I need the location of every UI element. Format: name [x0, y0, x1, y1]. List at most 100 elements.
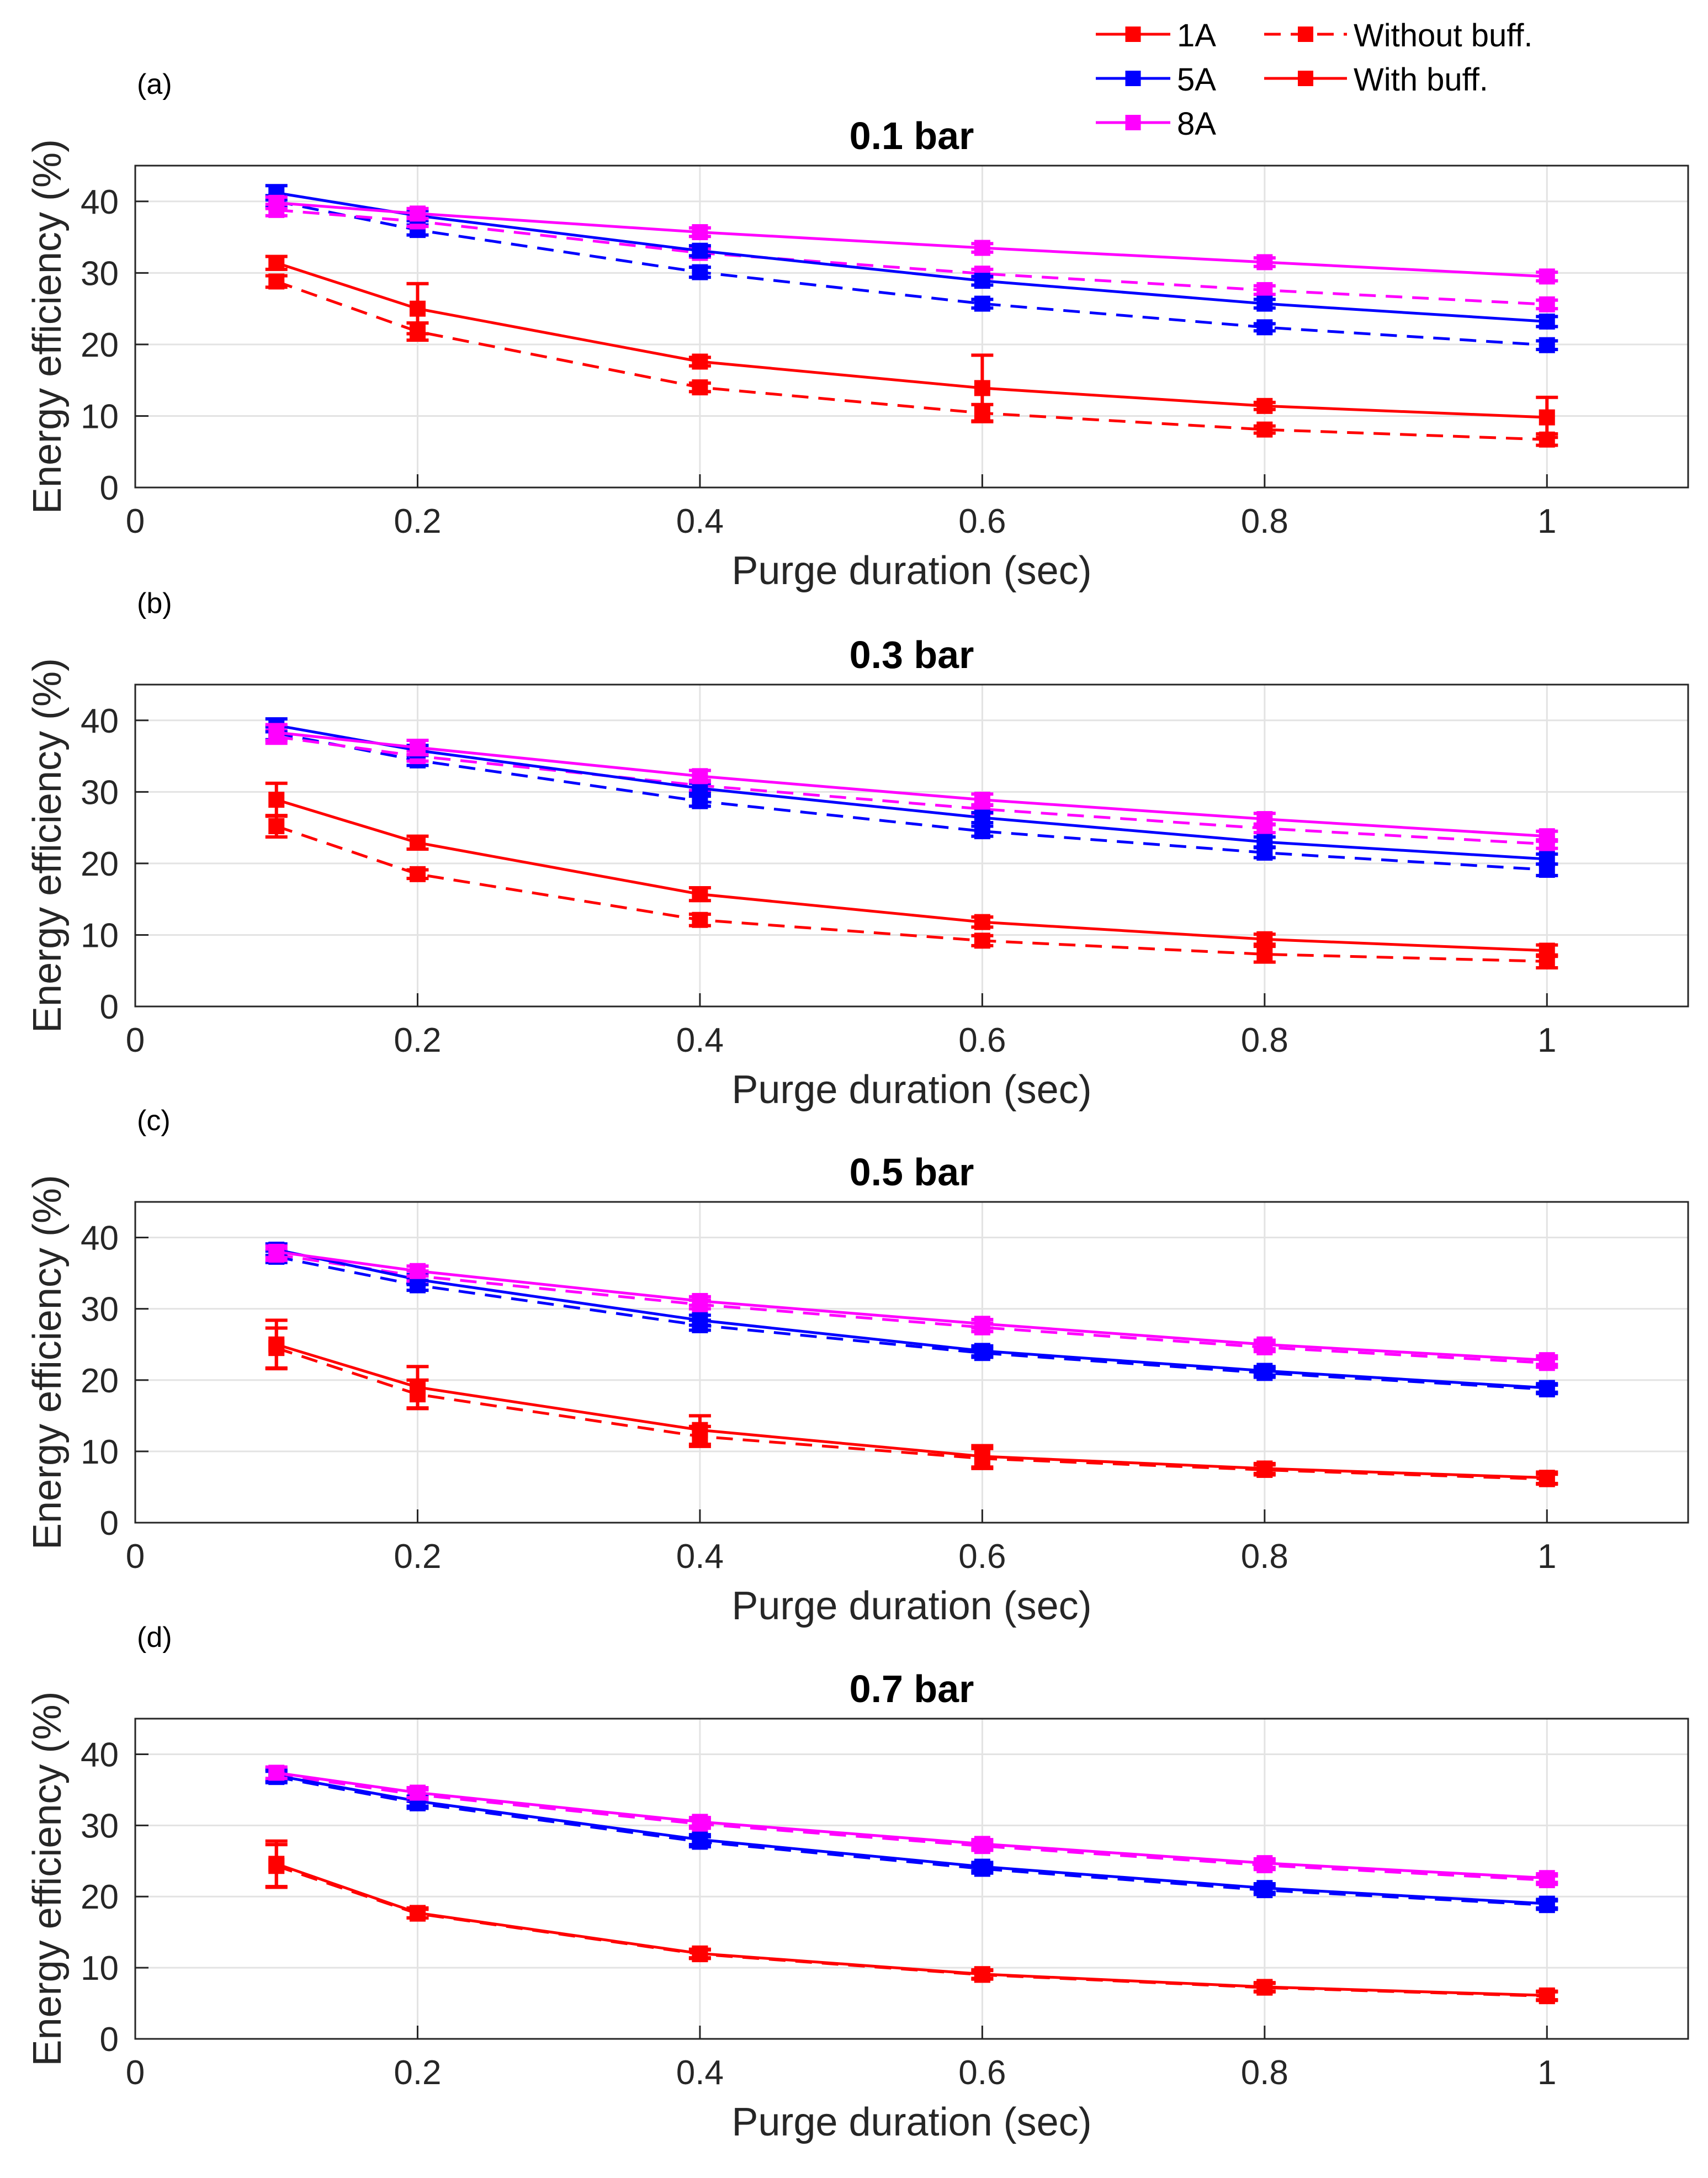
- data-point: [409, 739, 426, 756]
- data-point: [974, 1316, 990, 1332]
- panel-title: 0.1 bar: [850, 114, 974, 157]
- data-point: [692, 886, 708, 903]
- x-axis-label: Purge duration (sec): [731, 1584, 1091, 1628]
- data-point: [974, 295, 990, 312]
- data-point: [268, 1243, 285, 1260]
- legend: 1A 5A 8A Without buff. With buff.: [1096, 18, 1533, 142]
- y-tick-label: 10: [81, 1433, 119, 1471]
- y-tick-label: 20: [81, 1878, 119, 1916]
- x-axis-label: Purge duration (sec): [731, 549, 1091, 593]
- series-8a-with-buff-: [265, 1243, 1558, 1369]
- y-tick-label: 0: [100, 988, 119, 1026]
- series-line: [276, 1248, 1547, 1390]
- x-tick-label: 1: [1537, 1538, 1556, 1576]
- y-tick-label: 30: [81, 773, 119, 812]
- data-point: [692, 1831, 708, 1848]
- series-1a-with-buff-: [265, 781, 1558, 959]
- x-tick-label: 0.6: [958, 1538, 1006, 1576]
- data-point: [692, 1945, 708, 1962]
- data-point: [268, 1336, 285, 1353]
- data-point: [692, 1312, 708, 1328]
- y-tick-label: 40: [81, 183, 119, 221]
- data-point: [1256, 931, 1273, 947]
- y-tick-label: 0: [100, 1504, 119, 1543]
- data-point: [1256, 319, 1273, 336]
- legend-marker: [1125, 27, 1141, 42]
- axes-box: [134, 1201, 1689, 1524]
- data-point: [268, 1856, 285, 1872]
- y-tick-label: 0: [100, 469, 119, 507]
- x-tick-label: 0.4: [676, 1538, 724, 1576]
- data-point: [409, 205, 426, 222]
- data-point: [1256, 398, 1273, 414]
- data-point: [1256, 946, 1273, 962]
- data-point: [1539, 851, 1555, 867]
- x-tick-label: 0.8: [1241, 2054, 1288, 2092]
- data-point: [1256, 1363, 1273, 1379]
- x-tick-label: 0.4: [676, 502, 724, 540]
- axes-box: [134, 1718, 1689, 2040]
- y-tick-label: 30: [81, 1291, 119, 1329]
- data-point: [1256, 1880, 1273, 1896]
- series-line: [276, 1253, 1547, 1365]
- series-line: [276, 731, 1547, 838]
- data-point: [268, 792, 285, 808]
- data-point: [268, 194, 285, 211]
- x-tick-label: 0.4: [676, 2054, 724, 2092]
- data-point: [974, 823, 990, 840]
- data-point: [1539, 1352, 1555, 1369]
- axes-box: [134, 683, 1689, 1008]
- legend-marker: [1125, 71, 1141, 86]
- panel-letter: (c): [137, 1105, 171, 1137]
- plot-area: [135, 685, 1688, 1006]
- data-point: [1539, 296, 1555, 312]
- series-8a-with-buff-: [265, 723, 1558, 845]
- data-point: [268, 818, 285, 835]
- data-point: [692, 1292, 708, 1309]
- plot-area: [135, 1719, 1688, 2039]
- data-point: [1256, 1979, 1273, 1995]
- data-point: [692, 1422, 708, 1438]
- data-point: [1256, 834, 1273, 850]
- data-point: [1539, 268, 1555, 285]
- series-line: [276, 1343, 1547, 1480]
- series-line: [276, 208, 1547, 306]
- x-tick-label: 0: [126, 2054, 145, 2092]
- data-point: [1539, 1870, 1555, 1886]
- series-line: [276, 1771, 1547, 1880]
- data-point: [692, 353, 708, 370]
- data-point: [692, 379, 708, 396]
- data-point: [692, 264, 708, 280]
- data-point: [692, 1814, 708, 1830]
- x-tick-label: 0.2: [394, 1538, 441, 1576]
- series-line: [276, 1255, 1547, 1391]
- data-point: [1539, 313, 1555, 330]
- data-point: [268, 255, 285, 271]
- x-tick-label: 0.6: [958, 1021, 1006, 1059]
- series-line: [276, 1774, 1547, 1905]
- x-tick-label: 0.6: [958, 502, 1006, 540]
- y-axis-label: Energy efficiency (%): [25, 1175, 70, 1550]
- legend-label: 8A: [1177, 106, 1216, 142]
- data-point: [1256, 1336, 1273, 1353]
- series-line: [275, 825, 1547, 963]
- data-point: [974, 1858, 990, 1875]
- data-point: [974, 914, 990, 930]
- series-8a-with-buff-: [265, 194, 1558, 285]
- axes-box: [134, 165, 1689, 489]
- y-tick-label: 10: [81, 1949, 119, 1988]
- x-tick-label: 0.4: [676, 1021, 724, 1059]
- data-point: [974, 932, 990, 949]
- x-tick-label: 0.2: [394, 1021, 441, 1059]
- legend-label: Without buff.: [1354, 18, 1533, 54]
- data-point: [409, 834, 426, 851]
- data-point: [974, 809, 990, 826]
- x-tick-label: 0.8: [1241, 1021, 1288, 1059]
- data-point: [974, 792, 990, 808]
- data-point: [974, 273, 990, 289]
- data-point: [1539, 942, 1555, 959]
- y-axis-label: Energy efficiency (%): [25, 139, 70, 514]
- x-tick-label: 0.6: [958, 2054, 1006, 2092]
